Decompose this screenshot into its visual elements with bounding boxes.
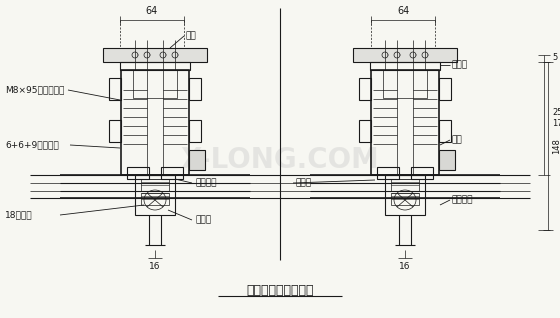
Bar bbox=[141, 179, 169, 191]
Text: 148: 148 bbox=[552, 138, 560, 154]
Text: 5: 5 bbox=[552, 53, 557, 63]
Text: 18泡沫棒: 18泡沫棒 bbox=[5, 211, 32, 219]
Bar bbox=[383, 70, 427, 98]
Text: 结构胶: 结构胶 bbox=[195, 216, 211, 225]
Text: M8×95不锈钢螺栓: M8×95不锈钢螺栓 bbox=[5, 86, 64, 94]
Bar bbox=[109, 78, 121, 100]
Bar bbox=[391, 179, 419, 191]
Text: 16: 16 bbox=[150, 262, 161, 271]
Text: 钢支座: 钢支座 bbox=[452, 60, 468, 70]
Bar bbox=[353, 48, 457, 62]
Bar bbox=[359, 120, 371, 142]
Bar bbox=[189, 120, 201, 142]
Text: 64: 64 bbox=[146, 6, 158, 16]
Bar bbox=[439, 78, 451, 100]
Bar bbox=[359, 78, 371, 100]
Text: 玻璃框: 玻璃框 bbox=[295, 178, 311, 188]
Bar bbox=[391, 193, 419, 205]
Bar bbox=[189, 150, 205, 170]
Bar bbox=[439, 120, 451, 142]
Text: X-LONG.COM: X-LONG.COM bbox=[181, 146, 379, 174]
Text: 6+6+9中空玻璃: 6+6+9中空玻璃 bbox=[5, 141, 59, 149]
Bar bbox=[189, 78, 201, 100]
Bar bbox=[127, 167, 149, 179]
Bar bbox=[103, 48, 207, 62]
Bar bbox=[135, 175, 175, 215]
Bar bbox=[371, 70, 439, 175]
Text: 带形窗水平固定节点: 带形窗水平固定节点 bbox=[246, 284, 314, 296]
Bar bbox=[141, 193, 169, 205]
Text: 压块: 压块 bbox=[452, 135, 463, 144]
Text: 64: 64 bbox=[397, 6, 409, 16]
Bar bbox=[439, 150, 455, 170]
Bar bbox=[120, 62, 190, 70]
Bar bbox=[121, 70, 189, 175]
Bar bbox=[377, 167, 399, 179]
Text: 16: 16 bbox=[399, 262, 410, 271]
Text: 埋件: 埋件 bbox=[185, 31, 196, 40]
Bar bbox=[385, 175, 425, 215]
Bar bbox=[370, 62, 440, 70]
Bar bbox=[161, 167, 183, 179]
Bar bbox=[133, 70, 177, 98]
Text: 25
17: 25 17 bbox=[552, 108, 560, 128]
Text: 双面胶条: 双面胶条 bbox=[452, 196, 474, 204]
Bar bbox=[411, 167, 433, 179]
Text: 主墙压线: 主墙压线 bbox=[195, 178, 217, 188]
Bar bbox=[109, 120, 121, 142]
